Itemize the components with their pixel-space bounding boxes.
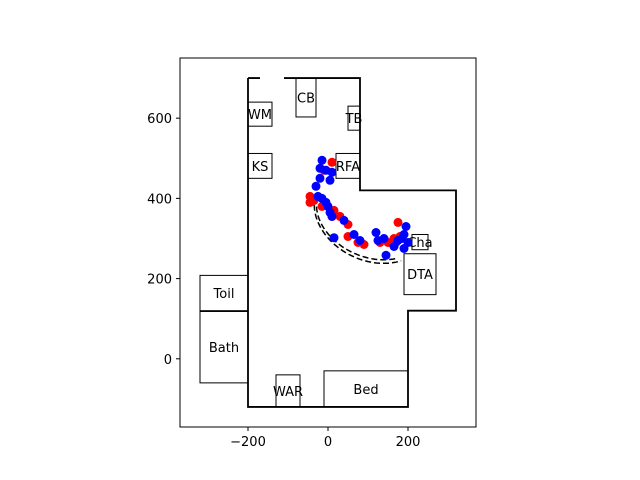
x-tick-label-1: −200 [230, 435, 266, 450]
point-series2-16 [329, 233, 339, 243]
point-series2-15 [349, 230, 359, 239]
trajectory-arcs [313, 204, 402, 265]
room-label-war: WAR [273, 385, 303, 400]
room-label-wm: WM [248, 108, 272, 123]
axis-ticks: −200 0 200 0 200 400 600 [147, 112, 420, 450]
point-series2-5 [315, 173, 325, 183]
room-label-rfa: RFA [336, 160, 360, 175]
room-label-tb: TB [345, 112, 363, 127]
point-series2-25 [399, 230, 409, 239]
trajectory-arc-2 [313, 204, 402, 265]
floor-plan-outline [247, 76, 457, 408]
point-series1-1 [327, 157, 337, 167]
point-series2-18 [371, 228, 381, 237]
point-series2-14 [339, 215, 349, 225]
point-series2-26 [401, 222, 411, 231]
floor-outline [247, 77, 457, 408]
data-points [305, 155, 413, 260]
room-label-bath: Bath [209, 341, 239, 356]
point-series2-13 [327, 211, 337, 221]
point-series2-7 [311, 181, 321, 191]
x-tick-label-2: 0 [324, 435, 332, 450]
room-label-toil: Toil [213, 287, 235, 302]
x-tick-label-3: 200 [396, 435, 421, 450]
room-box-dta [403, 253, 437, 296]
y-tick-label-4: 600 [147, 112, 172, 127]
point-series2-20 [379, 234, 389, 243]
point-series2-6 [325, 175, 335, 185]
y-tick-label-3: 400 [147, 192, 172, 207]
y-tick-label-2: 200 [147, 273, 172, 288]
point-series2-21 [381, 250, 391, 260]
room-label-bed: Bed [353, 383, 378, 398]
room-label-cha: Cha [407, 236, 432, 251]
point-series2-17 [355, 236, 365, 245]
room-label-cb: CB [297, 92, 315, 107]
point-series2-4 [327, 167, 337, 177]
room-label-dta: DTA [407, 268, 433, 283]
trajectory-arc-1 [315, 206, 399, 261]
point-series1-15 [393, 217, 403, 227]
point-series2-1 [317, 155, 327, 165]
y-tick-label-1: 0 [164, 353, 172, 368]
point-series2-28 [399, 244, 409, 253]
room-label-ks: KS [252, 160, 269, 175]
